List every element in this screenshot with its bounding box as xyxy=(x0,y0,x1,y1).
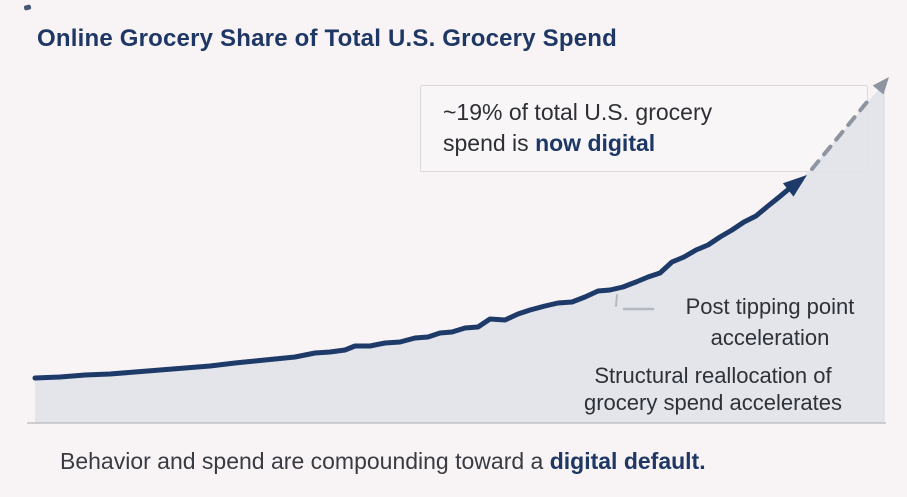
annotation-leader-tick-icon xyxy=(615,294,618,307)
projection-arrowhead-icon xyxy=(872,77,889,95)
callout-highlight: now digital xyxy=(535,130,656,156)
callout-box: ~19% of total U.S. grocery spend is now … xyxy=(420,85,868,172)
callout-line2: spend is now digital xyxy=(443,130,656,156)
page-title: Online Grocery Share of Total U.S. Groce… xyxy=(37,25,617,52)
annotation-structural: Structural reallocation of grocery spend… xyxy=(583,363,843,415)
corner-speck xyxy=(23,4,32,11)
annotation-post-tipping: Post tipping point acceleration xyxy=(685,294,855,350)
callout-line1: ~19% of total U.S. grocery xyxy=(443,99,713,125)
footer-caption: Behavior and spend are compounding towar… xyxy=(60,448,706,474)
caption-highlight: digital default. xyxy=(549,448,706,474)
curve-arrowhead-icon xyxy=(782,175,807,197)
